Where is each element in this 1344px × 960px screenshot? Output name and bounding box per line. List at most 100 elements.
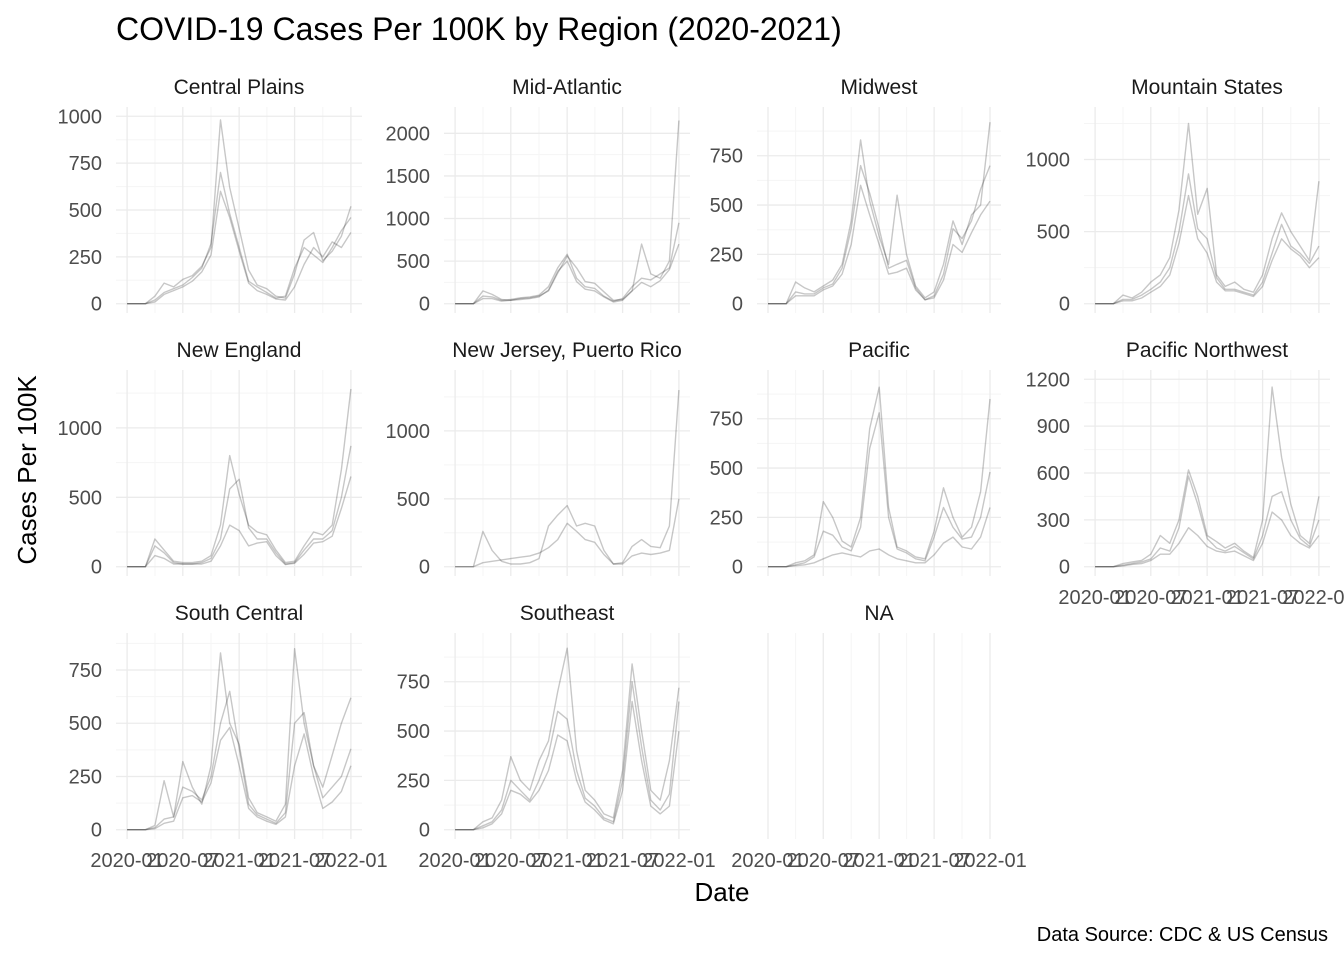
x-tick-label: 2022-01 <box>953 850 1026 872</box>
x-tick-label: 2021-07 <box>897 850 970 872</box>
y-tick-label: 1000 <box>58 106 103 128</box>
y-tick-label: 500 <box>710 458 743 480</box>
panel-strip-label: New England <box>177 339 302 362</box>
x-tick-label: 2021-01 <box>202 850 275 872</box>
series-line <box>127 171 352 305</box>
y-tick-label: 0 <box>732 294 743 316</box>
y-tick-label: 750 <box>397 672 430 694</box>
series-line <box>1095 475 1320 568</box>
series-line <box>768 164 991 305</box>
y-tick-label: 500 <box>69 713 102 735</box>
x-tick-label: 2020-07 <box>787 850 860 872</box>
x-tick-label: 2020-01 <box>1058 587 1131 609</box>
y-tick-label: 1000 <box>58 418 103 440</box>
x-tick-label: 2020-07 <box>146 850 219 872</box>
y-axis-title: Cases Per 100K <box>12 375 42 565</box>
y-tick-label: 1000 <box>386 421 431 443</box>
y-tick-label: 0 <box>419 294 430 316</box>
x-tick-label: 2020-01 <box>90 850 163 872</box>
x-tick-label: 2020-01 <box>418 850 491 872</box>
y-tick-label: 500 <box>397 251 430 273</box>
y-tick-label: 250 <box>69 766 102 788</box>
data-source-caption: Data Source: CDC & US Census <box>1037 924 1328 946</box>
panel-mid-atlantic: Mid-Atlantic 0 500 1000 1500 2000 <box>386 76 690 316</box>
y-tick-label: 0 <box>91 294 102 316</box>
y-tick-label: 0 <box>1059 294 1070 316</box>
y-tick-label: 250 <box>397 770 430 792</box>
series-line <box>455 700 680 831</box>
panel-central-plains: Central Plains 0 250 500 750 1000 <box>58 76 362 316</box>
x-tick-label: 2022-01 <box>1282 587 1344 609</box>
series-line <box>1095 122 1320 305</box>
x-tick-label: 2021-07 <box>258 850 331 872</box>
series-line <box>455 243 680 305</box>
y-tick-label: 0 <box>419 820 430 842</box>
series-line <box>1095 194 1320 305</box>
series-line <box>768 184 991 305</box>
y-tick-label: 750 <box>710 146 743 168</box>
series-line <box>127 476 352 568</box>
series-line <box>768 386 991 568</box>
x-tick-label: 2021-07 <box>586 850 659 872</box>
panel-strip-label: Midwest <box>840 76 917 99</box>
panel-strip-label: Pacific Northwest <box>1126 339 1288 362</box>
series-line <box>455 120 680 305</box>
series-line <box>455 498 680 568</box>
x-tick-label: 2020-07 <box>1114 587 1187 609</box>
panel-strip-label: New Jersey, Puerto Rico <box>452 339 682 362</box>
y-tick-label: 500 <box>710 195 743 217</box>
y-tick-label: 250 <box>69 247 102 269</box>
panel-mountain-states: Mountain States 0 500 1000 <box>1026 76 1330 316</box>
series-line <box>127 726 352 831</box>
y-tick-label: 0 <box>91 820 102 842</box>
y-tick-label: 0 <box>732 557 743 579</box>
y-tick-label: 1200 <box>1026 369 1071 391</box>
series-line <box>768 412 991 568</box>
panel-new-jersey-puerto-rico: New Jersey, Puerto Rico 0 500 1000 <box>386 339 690 579</box>
panel-pacific-northwest: Pacific Northwest030060090012002020-0120… <box>1026 339 1344 609</box>
series-line <box>127 388 352 568</box>
panel-strip-label: Mid-Atlantic <box>512 76 622 99</box>
series-line <box>127 648 352 831</box>
panel-strip-label: Central Plains <box>174 76 305 99</box>
y-tick-label: 750 <box>69 153 102 175</box>
y-tick-label: 750 <box>710 409 743 431</box>
series-line <box>455 222 680 305</box>
y-tick-label: 1500 <box>386 166 431 188</box>
series-line <box>1095 173 1320 305</box>
y-tick-label: 2000 <box>386 123 431 145</box>
x-tick-label: 2021-01 <box>530 850 603 872</box>
series-line <box>1095 386 1320 568</box>
panel-pacific: Pacific 0 250 500 750 <box>710 339 1001 579</box>
x-tick-label: 2021-01 <box>1170 587 1243 609</box>
y-tick-label: 600 <box>1037 463 1070 485</box>
panel-strip-label: Southeast <box>520 602 615 625</box>
panel-strip-label: Pacific <box>848 339 910 362</box>
panel-strip-label: Mountain States <box>1131 76 1283 99</box>
y-tick-label: 500 <box>69 487 102 509</box>
series-line <box>455 390 680 568</box>
y-tick-label: 900 <box>1037 416 1070 438</box>
panel-strip-label: NA <box>864 602 893 625</box>
y-tick-label: 250 <box>710 244 743 266</box>
y-tick-label: 750 <box>69 660 102 682</box>
series-line <box>1095 511 1320 568</box>
panel-new-england: New England 0 500 1000 <box>58 339 362 579</box>
chart-title: COVID-19 Cases Per 100K by Region (2020-… <box>116 11 842 47</box>
y-tick-label: 0 <box>1059 557 1070 579</box>
series-line <box>768 122 991 305</box>
y-tick-label: 500 <box>1037 222 1070 244</box>
y-tick-label: 500 <box>69 200 102 222</box>
panel-south-central: South Central02505007502020-012020-07202… <box>69 602 388 872</box>
x-tick-label: 2020-07 <box>474 850 547 872</box>
x-tick-label: 2021-07 <box>1226 587 1299 609</box>
panel-strip-label: South Central <box>175 602 303 625</box>
x-tick-label: 2021-01 <box>842 850 915 872</box>
series-line <box>127 190 352 305</box>
y-tick-label: 250 <box>710 507 743 529</box>
series-line <box>768 507 991 568</box>
series-line <box>127 690 352 831</box>
series-line <box>127 445 352 568</box>
